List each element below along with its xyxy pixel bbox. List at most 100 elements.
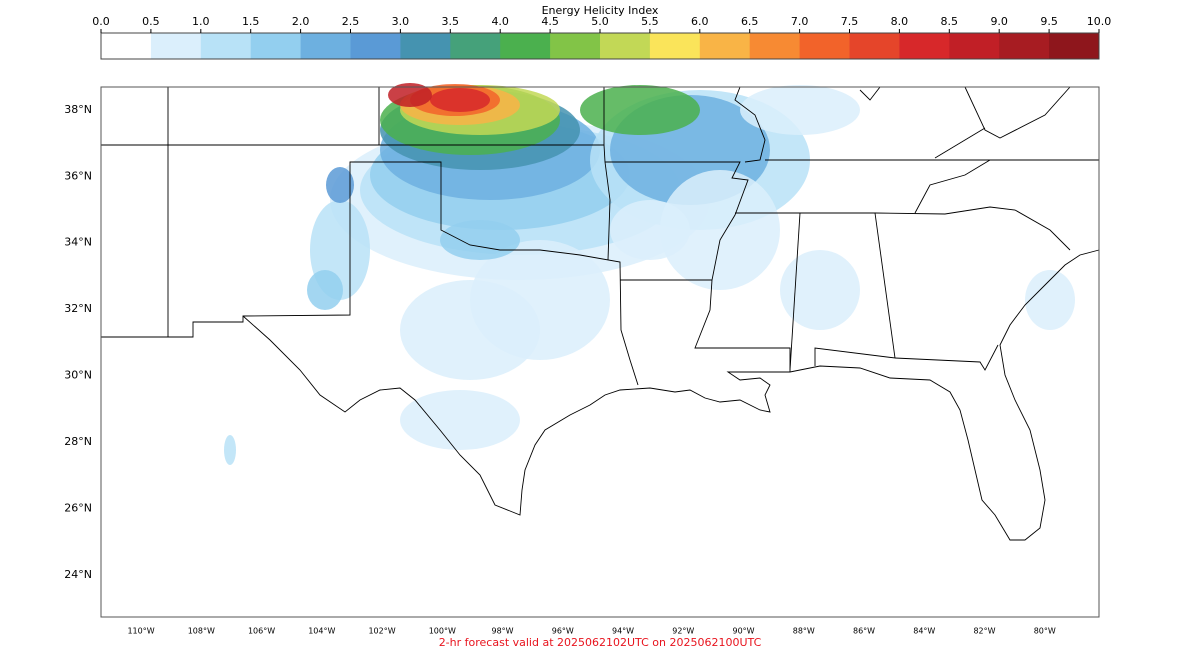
colorbar-swatch	[150, 33, 202, 59]
colorbar-tick-label: 5.0	[591, 15, 609, 28]
lon-label: 92°W	[672, 627, 694, 636]
boundaries	[101, 86, 1100, 541]
helicity-contour	[326, 167, 354, 203]
helicity-contour	[440, 220, 520, 260]
colorbar-swatch	[550, 33, 601, 59]
helicity-field	[224, 83, 1075, 465]
lon-label: 82°W	[973, 627, 995, 636]
colorbar-tick-label: 6.5	[741, 15, 759, 28]
state-border	[859, 86, 881, 101]
colorbar-tick-label: 9.5	[1040, 15, 1058, 28]
helicity-contour	[740, 85, 860, 135]
colorbar-swatch	[749, 33, 801, 59]
colorbar-tick-label: 6.0	[691, 15, 709, 28]
map-frame	[100, 86, 1100, 618]
colorbar-swatch	[300, 33, 351, 59]
colorbar-tick-label: 0.0	[92, 15, 110, 28]
colorbar-tick-label: 5.5	[641, 15, 659, 28]
lon-label: 98°W	[492, 627, 514, 636]
state-border	[735, 206, 1071, 251]
helicity-contour	[224, 435, 236, 465]
colorbar-swatch	[1049, 33, 1100, 59]
state-border	[603, 144, 611, 261]
colorbar-swatch	[350, 33, 401, 59]
colorbar: 0.0 0.5 1.0 1.5 2.0 2.5 3.0 3.5 4.0 4.5 5.0 5.5 6.0 6…	[92, 15, 1112, 60]
lon-label: 104°W	[308, 627, 335, 636]
lat-label: 34°N	[64, 236, 92, 249]
state-border	[894, 344, 999, 371]
colorbar-swatch	[400, 33, 451, 59]
footer: 2-hr forecast valid at 2025062102UTC on …	[439, 636, 762, 649]
colorbar-tick-label: 8.0	[891, 15, 909, 28]
colorbar-swatch	[450, 33, 501, 59]
colorbar-tick-label: 3.0	[392, 15, 410, 28]
colorbar-tick-label: 2.0	[292, 15, 310, 28]
coastline	[242, 249, 1100, 541]
state-border	[168, 161, 639, 386]
axes: 38°N 36°N 34°N 32°N 30°N 28°N 26°N 24°N 110°W 108…	[64, 103, 1056, 636]
colorbar-swatch	[200, 33, 252, 59]
lon-label: 86°W	[853, 627, 875, 636]
lon-label: 94°W	[612, 627, 634, 636]
lon-label: 96°W	[552, 627, 574, 636]
colorbar-tick-label: 8.5	[941, 15, 959, 28]
lon-label: 106°W	[248, 627, 275, 636]
helicity-contour	[388, 83, 432, 107]
lon-label: 88°W	[793, 627, 815, 636]
helicity-contour	[430, 88, 490, 112]
lon-label: 110°W	[127, 627, 154, 636]
lat-label: 32°N	[64, 302, 92, 315]
state-border	[101, 87, 169, 338]
colorbar-tick-label: 3.5	[442, 15, 460, 28]
lat-label: 38°N	[64, 103, 92, 116]
colorbar-tick-label: 10.0	[1087, 15, 1112, 28]
lon-label: 100°W	[429, 627, 456, 636]
lon-label: 84°W	[913, 627, 935, 636]
colorbar-tick-label: 7.5	[841, 15, 859, 28]
colorbar-swatch	[899, 33, 950, 59]
lat-label: 30°N	[64, 369, 92, 382]
colorbar-swatch	[500, 33, 551, 59]
state-border	[605, 161, 791, 372]
colorbar-tick-label: 4.0	[491, 15, 509, 28]
colorbar-swatch	[849, 33, 900, 59]
colorbar-tick-label: 4.5	[541, 15, 559, 28]
colorbar-swatch	[949, 33, 1000, 59]
colorbar-swatch	[649, 33, 701, 59]
colorbar-swatch	[699, 33, 751, 59]
colorbar-tick-label: 2.5	[342, 15, 360, 28]
state-border	[734, 86, 766, 163]
helicity-contour	[660, 170, 780, 290]
state-border	[914, 159, 991, 214]
helicity-contour	[780, 250, 860, 330]
helicity-contour	[400, 390, 520, 450]
lat-label: 26°N	[64, 501, 92, 514]
state-border	[814, 212, 896, 366]
colorbar-swatch	[101, 33, 152, 59]
state-border	[964, 86, 1071, 139]
lon-label: 102°W	[368, 627, 395, 636]
state-border	[934, 127, 986, 159]
lon-label: 90°W	[732, 627, 754, 636]
colorbar-tick-label: 1.5	[242, 15, 260, 28]
colorbar-swatch	[600, 33, 651, 59]
colorbar-tick-label: 0.5	[142, 15, 160, 28]
helicity-contour	[580, 85, 700, 135]
colorbar-title: Energy Helicity Index	[542, 4, 659, 17]
helicity-contour	[400, 280, 540, 380]
lat-label: 24°N	[64, 568, 92, 581]
state-border	[789, 212, 801, 371]
lon-label: 108°W	[188, 627, 215, 636]
colorbar-tick-label: 9.0	[990, 15, 1008, 28]
helicity-contour	[1025, 270, 1075, 330]
lat-label: 28°N	[64, 435, 92, 448]
colorbar-swatch	[799, 33, 850, 59]
helicity-contour	[610, 200, 690, 260]
colorbar-swatch	[999, 33, 1050, 59]
colorbar-tick-label: 7.0	[791, 15, 809, 28]
colorbar-tick-label: 1.0	[192, 15, 210, 28]
lat-label: 36°N	[64, 169, 92, 182]
colorbar-swatch	[250, 33, 302, 59]
helicity-contour	[307, 270, 343, 310]
